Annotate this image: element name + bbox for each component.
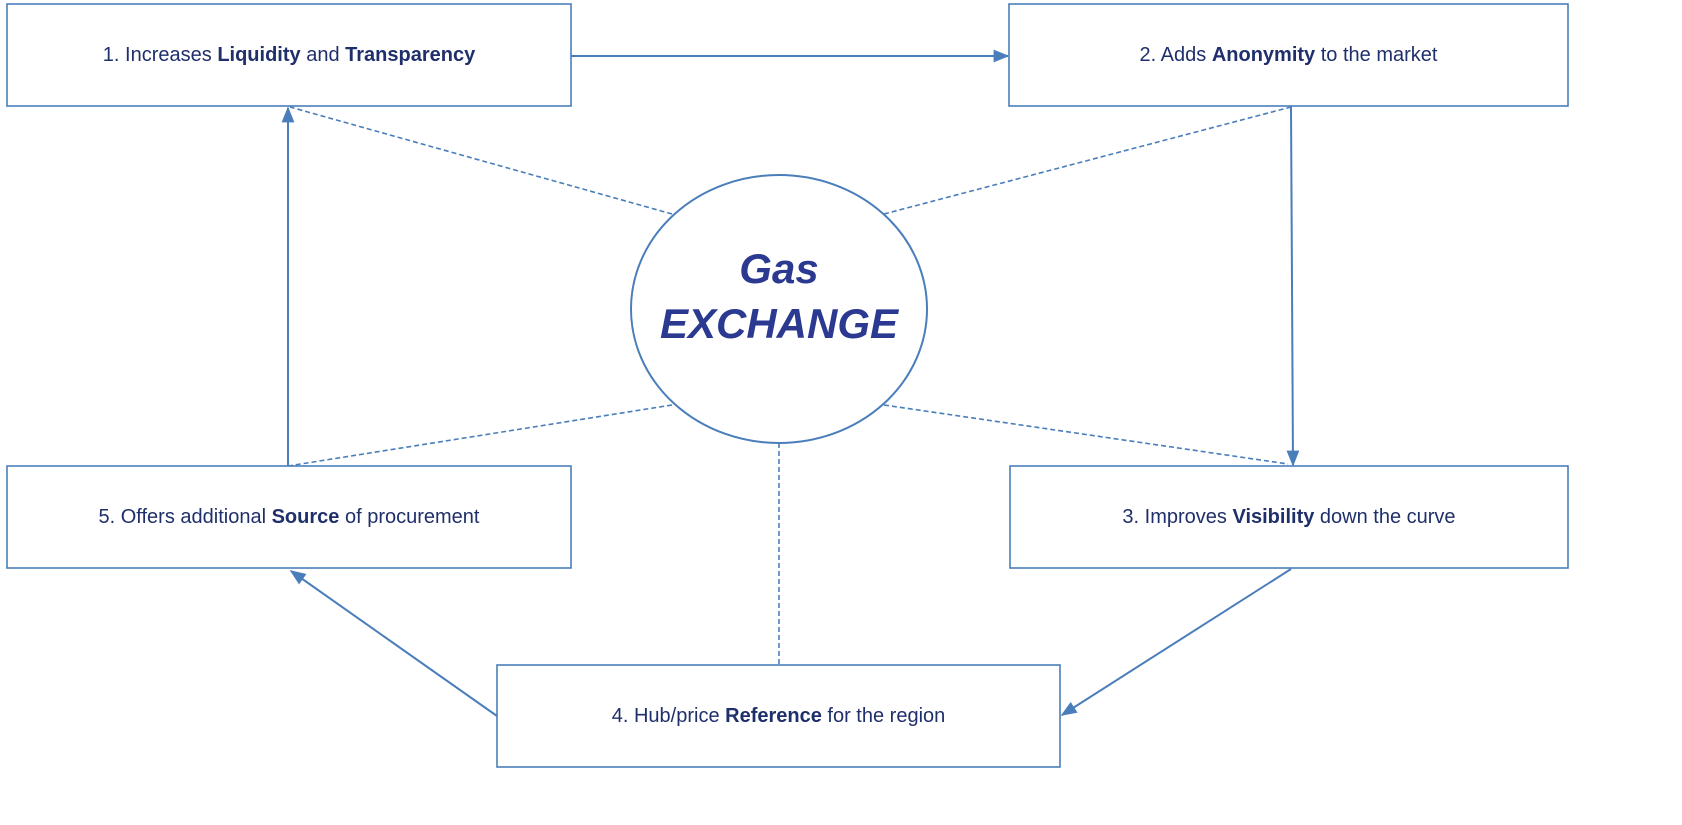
label-part: 5. Offers additional: [99, 506, 272, 528]
dashed-link: [287, 404, 673, 467]
label-part: 3. Improves: [1122, 506, 1232, 528]
center-circle: [630, 174, 928, 444]
arrow: [1060, 568, 1292, 716]
node-box: [6, 465, 572, 569]
center-line: EXCHANGE: [660, 300, 900, 347]
dashed-link: [883, 106, 1292, 215]
label-part: of procurement: [339, 506, 480, 528]
label-part: down the curve: [1314, 506, 1455, 528]
bold-term: Liquidity: [217, 44, 301, 66]
arrows: [281, 49, 1300, 717]
bold-term: Anonymity: [1212, 44, 1316, 66]
center-line: Gas: [739, 245, 818, 292]
label-part: 4. Hub/price: [612, 705, 725, 727]
label-part: for the region: [822, 705, 945, 727]
node-label: 4. Hub/price Reference for the region: [612, 705, 946, 727]
node-label: 2. Adds Anonymity to the market: [1140, 44, 1438, 66]
bold-term: Visibility: [1232, 506, 1315, 528]
arrow: [289, 570, 498, 717]
boxes: 1. Increases Liquidity and Transparency 2…: [6, 3, 1569, 768]
node-box: [1009, 465, 1569, 569]
node-label: 1. Increases Liquidity and Transparency: [103, 44, 476, 66]
bold-term: Reference: [725, 705, 822, 727]
bold-term: Source: [272, 506, 340, 528]
node-box: [1008, 3, 1569, 107]
node-label: 3. Improves Visibility down the curve: [1122, 506, 1455, 528]
dashed-link: [883, 404, 1289, 465]
arrow: [1286, 105, 1300, 467]
bold-term: Transparency: [345, 44, 476, 66]
node-box: [6, 3, 572, 107]
label-part: and: [301, 44, 345, 66]
node-label: 5. Offers additional Source of procureme…: [99, 506, 480, 528]
label-part: to the market: [1315, 44, 1438, 66]
node-box: [496, 664, 1061, 768]
label-part: 2. Adds: [1140, 44, 1212, 66]
label-part: 1. Increases: [103, 44, 218, 66]
dashed-links: [287, 106, 1292, 664]
dashed-link: [289, 106, 673, 215]
